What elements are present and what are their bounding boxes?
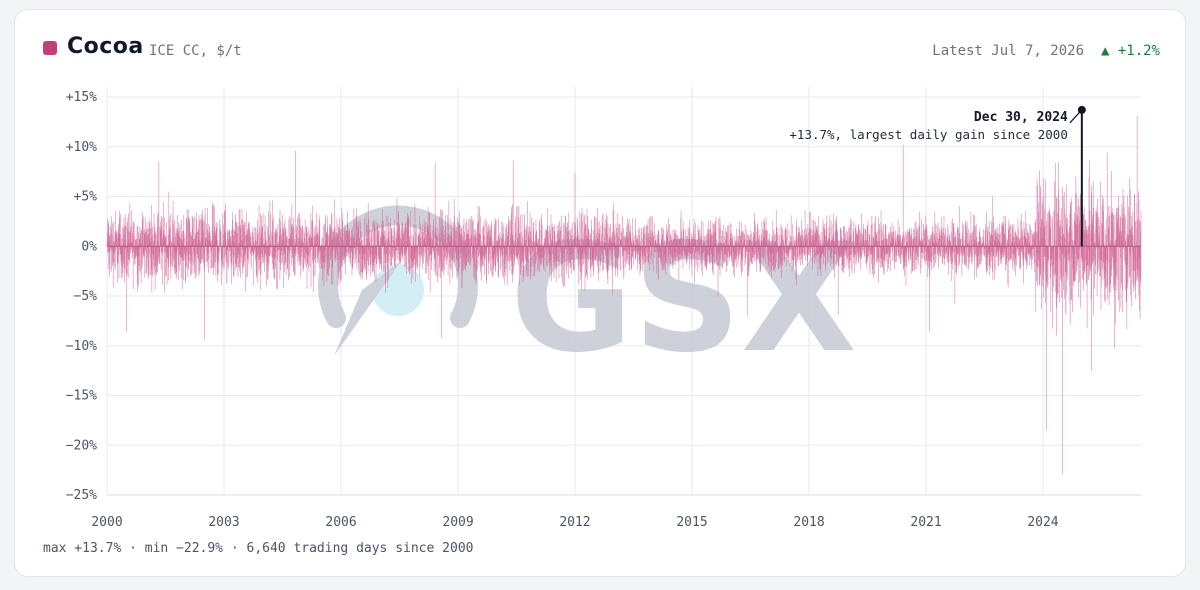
latest-date: Latest Jul 7, 2026: [932, 43, 1084, 59]
chart-subtitle: ICE CC, $/t: [149, 43, 242, 59]
series-swatch: [43, 41, 57, 55]
chart-header: Cocoa ICE CC, $/t Latest Jul 7, 2026 ▲ +…: [0, 0, 1200, 80]
chart-card: [14, 9, 1186, 577]
chart-title: Cocoa: [67, 34, 144, 59]
latest-change: ▲ +1.2%: [1100, 43, 1160, 59]
